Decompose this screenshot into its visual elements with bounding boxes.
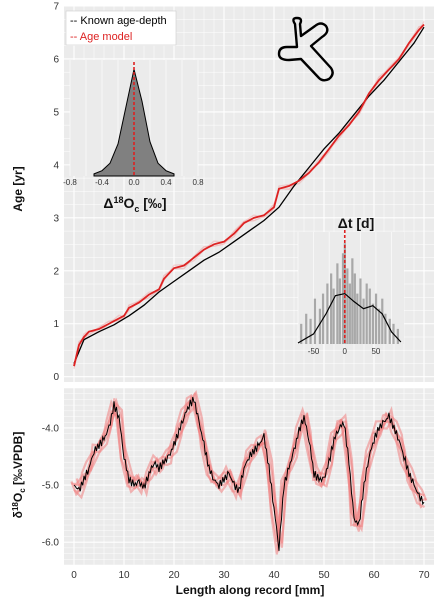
inset2-tick-label: 0	[343, 347, 348, 356]
legend-model: -- Age model	[70, 31, 132, 43]
inset2-bar	[351, 258, 354, 344]
delta-o18-inset: -0.8 -0.4 0.0 0.4 0.8	[63, 60, 204, 187]
inset2-bar	[326, 283, 329, 344]
age-depth-panel: 0 1 2 3 4 5 6 7	[53, 2, 434, 383]
inset2-bar	[346, 268, 349, 344]
y-tick-label-age: 6	[53, 54, 59, 65]
inset2-bar	[300, 323, 303, 344]
inset2-bar	[330, 273, 333, 344]
age-model-spread	[73, 24, 425, 367]
y-tick-label-age: 0	[53, 372, 59, 383]
isotope-panel: -4.0 -5.0 -6.0 0 10 20 30 40 50 60 70	[42, 387, 434, 581]
y-tick-label-age: 5	[53, 107, 59, 118]
inset2-bar	[336, 263, 339, 344]
inset2-bar	[318, 308, 322, 344]
inset2-bar	[338, 278, 341, 344]
y-tick-label-age: 2	[53, 266, 59, 277]
inset2-bar	[359, 278, 362, 344]
x-tick-label: 70	[418, 570, 430, 581]
inset2-bar	[341, 253, 345, 344]
x-tick-label: 50	[318, 570, 330, 581]
inset1-tick-label: -0.4	[95, 178, 109, 187]
model-record-spread	[70, 401, 423, 552]
x-tick-label: 20	[168, 570, 180, 581]
inset2-density	[297, 292, 402, 344]
inset2-bar	[368, 288, 371, 344]
inset2-bar	[384, 313, 387, 344]
x-tick-label: 30	[218, 570, 230, 581]
legend-known: -- Known age-depth	[70, 15, 167, 27]
known-age-line	[73, 26, 425, 364]
inset2-bar	[309, 318, 312, 344]
y-tick-label-age: 3	[53, 213, 59, 224]
inset1-tick-label: 0.4	[160, 178, 172, 187]
y-tick-label-age: 4	[53, 160, 59, 171]
x-tick-label: 60	[368, 570, 380, 581]
y-tick-label-age: 1	[53, 319, 59, 330]
inset2-bar	[381, 298, 384, 344]
delta-t-inset: -50 0 50	[297, 230, 404, 356]
legend: -- Known age-depth -- Age model	[65, 10, 177, 46]
inset2-bar	[365, 283, 368, 344]
inset2-tick-label: 50	[371, 347, 380, 356]
legend-box	[65, 10, 177, 46]
y-axis-title-age: Age [yr]	[11, 166, 25, 211]
inset2-bar	[371, 303, 375, 344]
inset2-bar	[332, 288, 335, 344]
x-axis-title: Length along record [mm]	[176, 583, 325, 597]
y-tick-label-d18o: -4.0	[42, 423, 60, 434]
branching-tube-icon	[277, 16, 334, 82]
inset1-tick-label: 0.0	[128, 178, 140, 187]
x-tick-label: 40	[268, 570, 280, 581]
inset2-bar	[374, 293, 378, 344]
inset2-bar	[396, 328, 399, 344]
x-tick-label: 0	[71, 570, 77, 581]
inset1-label: Δ18Oc [‰]	[103, 195, 166, 214]
inset1-tick-label: 0.8	[192, 178, 204, 187]
inset2-bar	[305, 313, 308, 344]
age-model-line	[73, 23, 425, 367]
inset2-label: Δt [d]	[338, 215, 375, 231]
d18o-record-line	[73, 396, 425, 551]
inset2-bar	[388, 318, 391, 344]
inset2-bar	[313, 298, 317, 344]
inset2-tick-label: -50	[308, 347, 320, 356]
y-axis-title-d18o: δ18Oc [‰VPDB]	[11, 432, 27, 519]
inset2-bar	[378, 308, 381, 344]
y-tick-label-d18o: -6.0	[42, 538, 60, 549]
y-tick-label-d18o: -5.0	[42, 481, 60, 492]
model-record-spread	[76, 394, 427, 548]
inset2-bar	[353, 273, 356, 344]
x-tick-label: 10	[118, 570, 130, 581]
inset2-bar	[348, 283, 351, 344]
inset2-bar	[362, 298, 365, 344]
inset1-tick-label: -0.8	[63, 178, 77, 187]
y-tick-label-age: 7	[53, 2, 59, 13]
inset2-bar	[356, 293, 359, 344]
